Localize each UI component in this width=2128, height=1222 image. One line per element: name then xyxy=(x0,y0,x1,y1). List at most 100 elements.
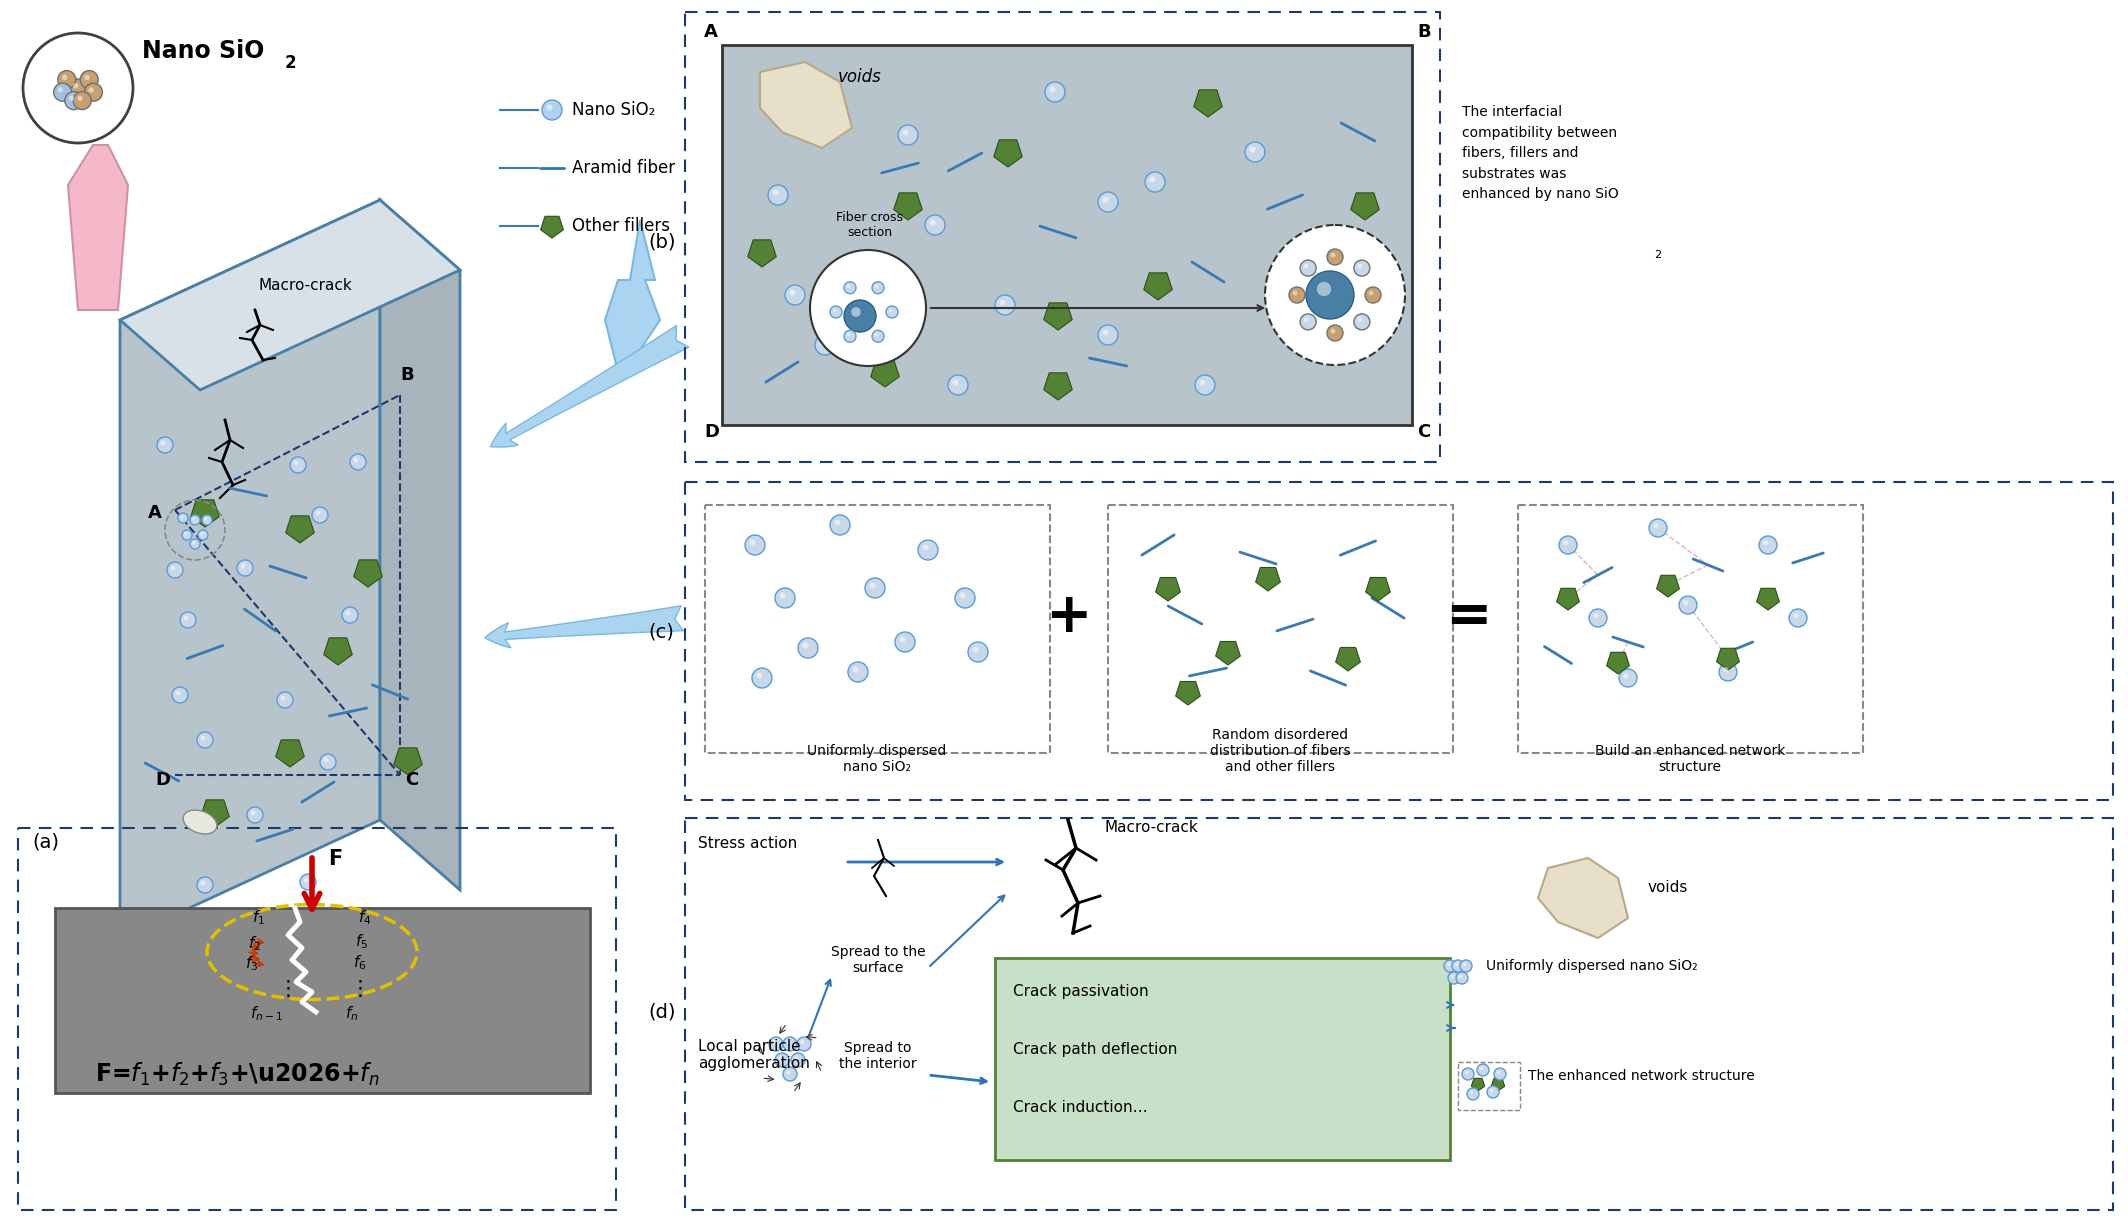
Circle shape xyxy=(1317,282,1332,296)
Circle shape xyxy=(192,517,196,521)
Text: The enhanced network structure: The enhanced network structure xyxy=(1528,1069,1756,1083)
Polygon shape xyxy=(381,200,460,890)
Polygon shape xyxy=(1256,567,1281,591)
Text: Stress action: Stress action xyxy=(698,836,798,851)
Circle shape xyxy=(870,583,875,589)
Circle shape xyxy=(853,666,858,672)
Circle shape xyxy=(1298,255,1317,275)
Circle shape xyxy=(1470,1091,1473,1094)
Polygon shape xyxy=(894,193,921,220)
Polygon shape xyxy=(1717,649,1739,670)
Polygon shape xyxy=(1175,682,1200,705)
Circle shape xyxy=(198,530,209,540)
Circle shape xyxy=(313,507,328,523)
Circle shape xyxy=(1302,259,1309,265)
Bar xyxy=(721,45,1413,425)
Circle shape xyxy=(1445,960,1456,971)
Circle shape xyxy=(1590,609,1607,627)
Circle shape xyxy=(23,33,132,143)
Circle shape xyxy=(802,643,809,649)
Circle shape xyxy=(847,285,851,288)
Text: Uniformly dispersed nano SiO₂: Uniformly dispersed nano SiO₂ xyxy=(1485,959,1698,973)
Polygon shape xyxy=(394,748,421,775)
Polygon shape xyxy=(1656,576,1679,598)
Bar xyxy=(1517,505,1862,753)
Text: Crack induction…: Crack induction… xyxy=(1013,1100,1147,1114)
Text: $f_5$: $f_5$ xyxy=(355,932,368,951)
Text: A: A xyxy=(704,23,717,42)
Circle shape xyxy=(294,461,298,466)
Circle shape xyxy=(1102,330,1109,336)
Polygon shape xyxy=(760,62,851,148)
Circle shape xyxy=(183,530,192,540)
Text: Random disordered
distribution of fibers
and other fillers: Random disordered distribution of fibers… xyxy=(1209,727,1351,774)
Circle shape xyxy=(68,79,87,97)
Circle shape xyxy=(1719,664,1736,681)
Circle shape xyxy=(1353,314,1370,330)
Circle shape xyxy=(192,541,196,544)
Circle shape xyxy=(1307,271,1353,319)
Text: C: C xyxy=(404,771,419,789)
Circle shape xyxy=(1494,1068,1507,1080)
Circle shape xyxy=(200,881,206,886)
Circle shape xyxy=(955,588,975,609)
Circle shape xyxy=(185,533,187,535)
Circle shape xyxy=(794,1056,798,1061)
Text: $f_n$: $f_n$ xyxy=(345,1004,358,1023)
Text: (d): (d) xyxy=(649,1003,675,1022)
Circle shape xyxy=(845,282,855,293)
Circle shape xyxy=(1477,1064,1490,1077)
Circle shape xyxy=(198,732,213,748)
Polygon shape xyxy=(119,200,381,940)
Circle shape xyxy=(792,1053,804,1067)
Text: 2: 2 xyxy=(1653,251,1662,260)
Polygon shape xyxy=(277,739,304,767)
Text: $f_6$: $f_6$ xyxy=(353,953,366,971)
Circle shape xyxy=(1451,960,1464,971)
Circle shape xyxy=(953,380,958,385)
Circle shape xyxy=(1196,375,1215,395)
Polygon shape xyxy=(1143,273,1173,299)
Text: Other fillers: Other fillers xyxy=(572,218,670,235)
Circle shape xyxy=(177,690,181,695)
Circle shape xyxy=(1300,260,1315,276)
Text: ⋮: ⋮ xyxy=(349,979,370,1000)
Text: =: = xyxy=(1445,590,1492,644)
Polygon shape xyxy=(1156,578,1181,601)
Polygon shape xyxy=(323,638,353,665)
Circle shape xyxy=(1460,960,1473,971)
Circle shape xyxy=(170,566,174,571)
Circle shape xyxy=(1456,963,1458,967)
Circle shape xyxy=(304,877,309,882)
Circle shape xyxy=(1358,264,1362,269)
Circle shape xyxy=(77,95,83,101)
Circle shape xyxy=(1794,613,1798,618)
Circle shape xyxy=(834,519,841,525)
Text: $f_1$: $f_1$ xyxy=(251,908,266,926)
Circle shape xyxy=(896,632,915,653)
Text: B: B xyxy=(1417,23,1430,42)
Circle shape xyxy=(1304,264,1309,269)
Circle shape xyxy=(1724,667,1728,672)
Circle shape xyxy=(181,612,196,628)
Circle shape xyxy=(189,539,200,549)
Text: Build an enhanced network
structure: Build an enhanced network structure xyxy=(1594,744,1785,774)
Circle shape xyxy=(543,100,562,120)
Circle shape xyxy=(1464,1070,1468,1074)
Circle shape xyxy=(81,71,98,89)
Text: Spread to
the interior: Spread to the interior xyxy=(838,1041,917,1070)
Circle shape xyxy=(783,1067,798,1081)
Circle shape xyxy=(1683,600,1688,605)
Circle shape xyxy=(1764,540,1768,545)
Circle shape xyxy=(845,299,877,332)
Circle shape xyxy=(547,105,553,110)
Circle shape xyxy=(847,662,868,682)
Bar xyxy=(685,481,2113,800)
Circle shape xyxy=(749,539,755,545)
Circle shape xyxy=(251,810,255,815)
Text: 2: 2 xyxy=(285,54,296,72)
Circle shape xyxy=(1149,176,1156,182)
Circle shape xyxy=(343,607,358,623)
Circle shape xyxy=(832,309,836,313)
Circle shape xyxy=(1328,325,1343,341)
